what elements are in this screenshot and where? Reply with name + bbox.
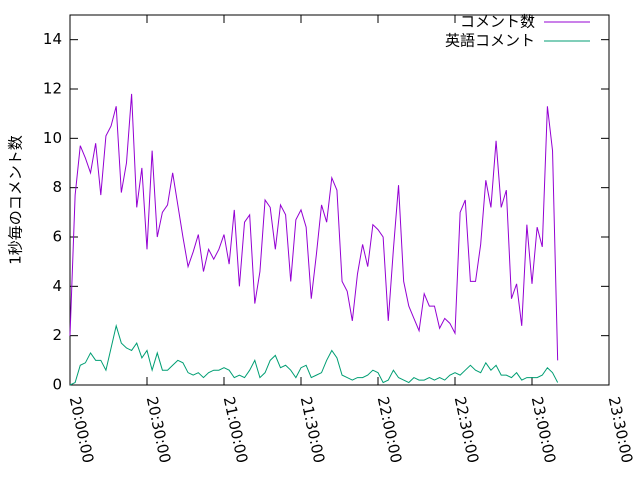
x-tick-label: 20:30:00 (143, 395, 175, 465)
legend-label: コメント数 (460, 13, 535, 31)
y-tick-label: 6 (52, 228, 62, 246)
legend-label: 英語コメント (445, 32, 535, 50)
y-tick-label: 8 (52, 178, 62, 196)
x-tick-label: 23:30:00 (605, 395, 637, 465)
x-tick-label: 23:00:00 (528, 395, 560, 465)
series-line (69, 323, 559, 386)
y-axis-label: 1秒毎のコメント数 (7, 135, 25, 265)
x-tick-label: 21:30:00 (297, 395, 329, 465)
series-line (69, 93, 559, 361)
x-tick-label: 20:00:00 (66, 395, 98, 465)
y-tick-label: 14 (43, 30, 62, 48)
y-tick-label: 0 (52, 376, 62, 394)
plot-frame (69, 14, 610, 386)
x-tick-label: 22:30:00 (451, 395, 483, 465)
y-tick-label: 12 (43, 80, 62, 98)
x-tick-label: 22:00:00 (374, 395, 406, 465)
y-tick-label: 10 (43, 129, 62, 147)
y-tick-label: 2 (52, 326, 62, 344)
x-tick-label: 21:00:00 (220, 395, 252, 465)
y-tick-label: 4 (52, 277, 62, 295)
